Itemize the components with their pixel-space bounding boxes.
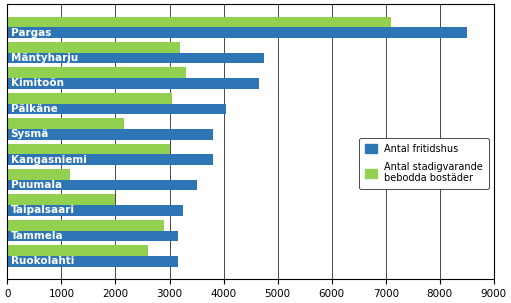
Bar (8, 205, 183, 216)
Bar (8, 169, 69, 180)
Text: Puumala: Puumala (11, 180, 62, 190)
Bar (8, 68, 185, 78)
Text: Sysmä: Sysmä (11, 129, 49, 139)
Bar (8, 231, 178, 241)
Bar (8, 256, 178, 267)
Text: Ruokolahti: Ruokolahti (11, 256, 74, 266)
Bar (8, 53, 264, 63)
Legend: Antal fritidshus, Antal stadigvarande
bebodda bostäder: Antal fritidshus, Antal stadigvarande be… (359, 138, 489, 189)
Bar (8, 27, 467, 38)
Text: Taipalsaari: Taipalsaari (11, 205, 75, 215)
Bar (8, 17, 391, 27)
Text: Mäntyharju: Mäntyharju (11, 53, 78, 63)
Bar (8, 220, 164, 231)
Bar (8, 104, 226, 114)
Text: Kimitoön: Kimitoön (11, 78, 64, 88)
Bar (8, 93, 172, 104)
Text: Kangasniemi: Kangasniemi (11, 155, 86, 165)
Bar (8, 180, 197, 190)
Bar (8, 154, 213, 165)
Bar (8, 78, 259, 89)
Text: Pälkäne: Pälkäne (11, 104, 57, 114)
Text: Tammela: Tammela (11, 231, 63, 241)
Bar (8, 118, 124, 129)
Bar (8, 42, 180, 53)
Bar (8, 195, 115, 205)
Bar (8, 144, 170, 154)
Bar (8, 129, 213, 140)
Bar (8, 245, 148, 256)
Text: Pargas: Pargas (11, 28, 51, 38)
